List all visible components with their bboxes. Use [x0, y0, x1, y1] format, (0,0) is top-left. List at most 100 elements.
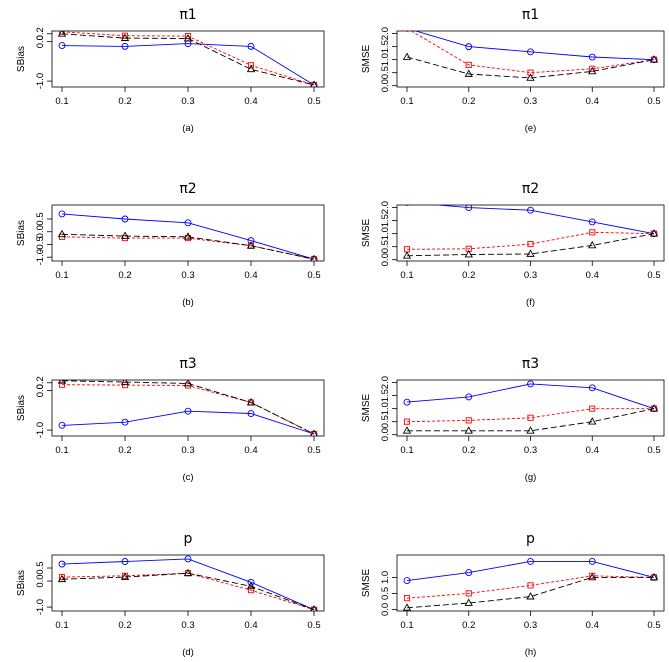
series-line-square	[406, 408, 654, 423]
data-point-square	[310, 81, 318, 87]
x-tick-label: 0.2	[462, 270, 475, 281]
plot-area	[57, 380, 318, 436]
data-point-circle	[527, 48, 534, 56]
series-line-circle	[414, 31, 655, 61]
series-line-circle	[61, 558, 315, 611]
y-tick-label: -1.0	[35, 599, 46, 615]
data-point-square	[465, 61, 472, 68]
plot-frame	[51, 554, 325, 612]
data-point-triangle	[464, 598, 473, 606]
data-point-triangle	[246, 64, 256, 73]
x-tick-label: 0.1	[55, 96, 68, 107]
x-tick-label: 0.5	[307, 620, 320, 631]
data-point-circle	[58, 560, 66, 568]
data-point-circle	[465, 569, 473, 577]
x-tick-label: 0.5	[307, 96, 320, 107]
data-point-circle	[58, 421, 66, 429]
y-tick-label: 1.0	[380, 227, 391, 240]
data-point-square	[589, 65, 596, 72]
panel-title: π1	[522, 7, 539, 23]
x-tick-label: 0.2	[462, 445, 475, 456]
data-point-circle	[527, 557, 534, 565]
subfigure-label: (c)	[182, 472, 193, 483]
data-point-square	[247, 62, 255, 69]
y-tick-label: 0.2	[35, 376, 46, 389]
data-point-square	[403, 595, 411, 602]
data-point-square	[527, 241, 534, 248]
data-point-square	[527, 414, 534, 421]
plot-area	[402, 557, 659, 611]
panel-title: π3	[522, 356, 539, 372]
y-tick-label: 0.2	[35, 27, 46, 40]
panel-h: p 0.1 0.2 0.3 0.4 0.5 0.0 0.5 1.0 SMSE (h)	[361, 531, 665, 658]
data-point-triangle	[526, 426, 535, 434]
y-axis-label: SBias	[16, 220, 27, 246]
plot-area	[57, 210, 318, 261]
data-point-circle	[465, 43, 473, 51]
x-tick-label: 0.5	[307, 445, 320, 456]
panel-title: π3	[179, 356, 196, 372]
x-tick-label: 0.3	[181, 445, 194, 456]
data-point-triangle	[120, 380, 130, 385]
data-point-triangle	[57, 574, 67, 583]
data-point-square	[403, 418, 411, 425]
panel-title: π1	[179, 7, 196, 23]
data-point-circle	[247, 237, 255, 245]
x-tick-label: 0.4	[244, 620, 257, 631]
data-point-circle	[121, 215, 129, 223]
data-point-triangle	[588, 417, 597, 425]
series-line-square	[410, 31, 655, 74]
data-point-triangle	[649, 229, 659, 237]
x-tick-label: 0.5	[647, 445, 660, 456]
data-point-circle	[121, 418, 129, 426]
data-point-square	[403, 31, 411, 32]
data-point-triangle	[183, 33, 193, 42]
x-tick-label: 0.4	[586, 96, 599, 107]
y-tick-label: -1.0	[35, 422, 46, 438]
series-line-circle	[432, 205, 655, 235]
data-point-triangle	[526, 249, 535, 257]
y-axis-label: SMSE	[361, 394, 372, 423]
y-tick-label: 0.5	[35, 212, 46, 225]
x-tick-label: 0.3	[181, 270, 194, 281]
data-point-circle	[465, 393, 473, 401]
data-point-triangle	[57, 229, 67, 238]
plot-area	[57, 555, 318, 611]
x-tick-label: 0.2	[118, 445, 131, 456]
series-line-square	[61, 31, 315, 86]
data-point-square	[527, 69, 534, 76]
data-point-square	[247, 587, 255, 594]
x-tick-label: 0.4	[586, 620, 599, 631]
data-point-square	[58, 574, 66, 581]
x-tick-label: 0.1	[400, 96, 413, 107]
y-tick-label: 0.5	[380, 415, 391, 428]
data-point-triangle	[310, 429, 318, 436]
panel-title: π2	[179, 181, 196, 197]
data-point-circle	[588, 53, 596, 61]
y-tick-label: 0.0	[380, 428, 391, 441]
x-tick-label: 0.1	[55, 445, 68, 456]
data-point-square	[310, 606, 318, 611]
data-point-square	[589, 405, 596, 412]
panel-title: p	[184, 531, 193, 547]
data-point-triangle	[402, 52, 412, 60]
series-line-circle	[406, 383, 655, 410]
data-point-square	[465, 590, 472, 597]
series-line-triangle	[407, 408, 655, 432]
y-tick-label: 1.0	[380, 53, 391, 66]
data-point-circle	[588, 557, 596, 565]
y-tick-label: 1.5	[380, 40, 391, 53]
data-point-square	[310, 430, 318, 436]
data-point-circle	[58, 210, 66, 218]
y-tick-label: 0.5	[35, 561, 46, 574]
data-point-triangle	[464, 249, 473, 258]
data-point-triangle	[57, 380, 67, 384]
series-line-triangle	[406, 233, 655, 257]
x-tick-label: 0.1	[55, 270, 68, 281]
y-axis-label: SBias	[16, 395, 27, 421]
